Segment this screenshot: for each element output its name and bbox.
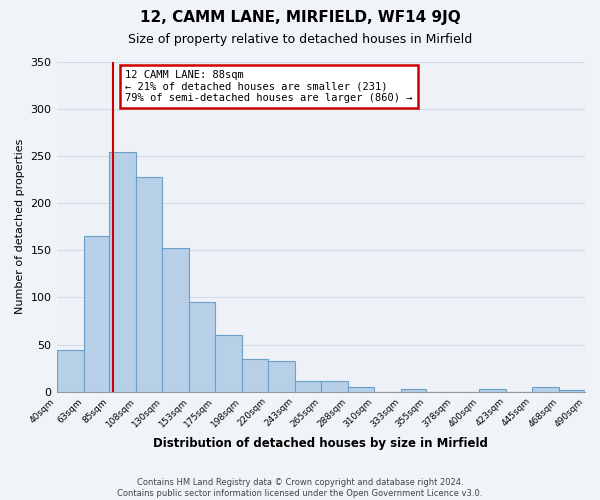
- Bar: [242, 358, 268, 392]
- Bar: [162, 248, 189, 392]
- Bar: [83, 236, 109, 392]
- Bar: [321, 382, 348, 392]
- X-axis label: Distribution of detached houses by size in Mirfield: Distribution of detached houses by size …: [154, 437, 488, 450]
- Bar: [559, 390, 585, 392]
- Bar: [532, 387, 559, 392]
- Text: 12 CAMM LANE: 88sqm
← 21% of detached houses are smaller (231)
79% of semi-detac: 12 CAMM LANE: 88sqm ← 21% of detached ho…: [125, 70, 413, 103]
- Bar: [189, 302, 215, 392]
- Bar: [268, 360, 295, 392]
- Text: Size of property relative to detached houses in Mirfield: Size of property relative to detached ho…: [128, 32, 472, 46]
- Bar: [215, 335, 242, 392]
- Y-axis label: Number of detached properties: Number of detached properties: [15, 139, 25, 314]
- Bar: [295, 382, 321, 392]
- Bar: [479, 389, 506, 392]
- Text: Contains HM Land Registry data © Crown copyright and database right 2024.
Contai: Contains HM Land Registry data © Crown c…: [118, 478, 482, 498]
- Bar: [109, 152, 136, 392]
- Text: 12, CAMM LANE, MIRFIELD, WF14 9JQ: 12, CAMM LANE, MIRFIELD, WF14 9JQ: [140, 10, 460, 25]
- Bar: [56, 350, 83, 392]
- Bar: [136, 176, 162, 392]
- Bar: [348, 387, 374, 392]
- Bar: [401, 389, 427, 392]
